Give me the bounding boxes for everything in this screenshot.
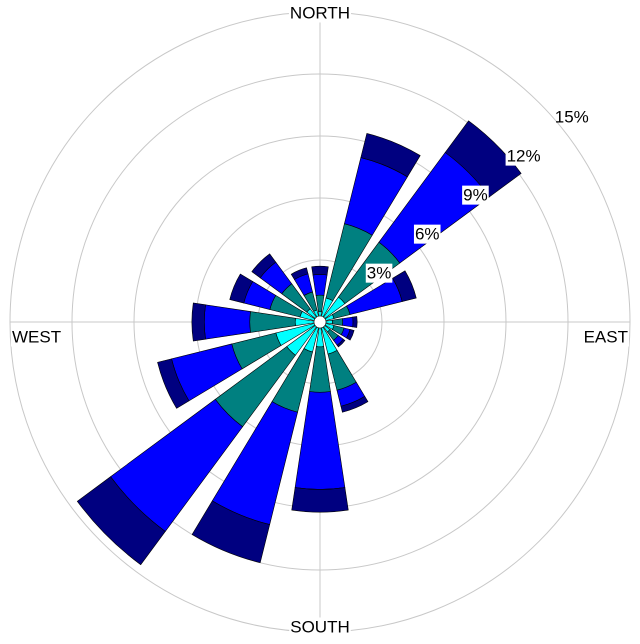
wind-bar xyxy=(331,318,344,326)
wind-bar xyxy=(203,304,251,340)
r-tick-label: 9% xyxy=(463,186,488,205)
wind-bar xyxy=(444,120,522,198)
wind-bar xyxy=(336,338,346,348)
wind-bar xyxy=(312,274,328,296)
label-bg xyxy=(413,224,441,244)
label-bg xyxy=(289,617,351,637)
wind-bar xyxy=(309,346,331,393)
wind-bar xyxy=(291,487,349,513)
r-tick-label: 6% xyxy=(415,225,440,244)
wind-bar xyxy=(229,273,254,304)
r-tick-label: 12% xyxy=(507,147,541,166)
r-tick-label: 15% xyxy=(555,108,589,127)
wind-bar xyxy=(352,316,358,328)
center-hole xyxy=(313,315,327,329)
wind-bar xyxy=(315,294,325,313)
wind-bar xyxy=(76,476,166,566)
label-bg xyxy=(365,263,393,283)
wind-bar xyxy=(251,253,277,279)
wind-bar xyxy=(346,329,355,341)
wind-bar xyxy=(249,311,296,333)
wind-bar xyxy=(392,270,417,302)
r-tick-label: 3% xyxy=(367,264,392,283)
wind-bar xyxy=(311,265,329,276)
label-bg xyxy=(288,3,352,23)
direction-label: WEST xyxy=(12,327,61,346)
label-bg xyxy=(462,185,489,205)
direction-label: SOUTH xyxy=(290,617,350,636)
wind-bar xyxy=(294,391,346,490)
direction-label: NORTH xyxy=(290,3,350,22)
wind-bar xyxy=(340,395,369,413)
wind-bar xyxy=(191,500,271,564)
wind-bar xyxy=(360,133,421,178)
wind-bar xyxy=(191,302,206,342)
label-bg xyxy=(582,327,629,347)
label-bg xyxy=(11,327,63,347)
wind-bar xyxy=(327,349,357,391)
wind-bar xyxy=(157,358,190,409)
label-bg xyxy=(505,146,542,166)
direction-label: EAST xyxy=(584,327,628,346)
wind-bar xyxy=(290,267,309,280)
wind-bar xyxy=(342,316,354,328)
